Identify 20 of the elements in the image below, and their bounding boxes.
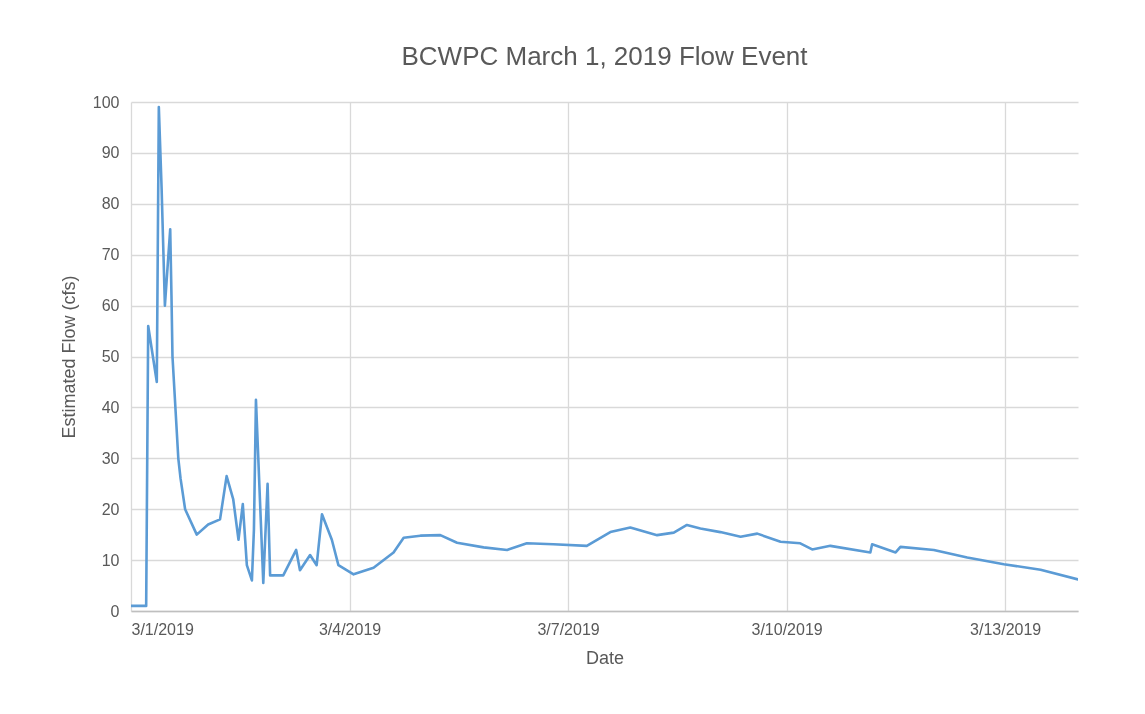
y-tick-label: 80 [101, 195, 120, 213]
y-tick-label: 0 [110, 602, 120, 620]
x-tick-label: 3/7/2019 [537, 620, 600, 638]
y-tick-label: 70 [101, 246, 120, 264]
y-axis-title: Estimated Flow (cfs) [58, 275, 79, 439]
x-axis-title: Date [585, 647, 625, 668]
line-series [131, 105, 1078, 608]
y-tick-label: 100 [92, 93, 120, 111]
x-tick-label: 3/10/2019 [751, 620, 823, 638]
y-tick-label: 60 [101, 297, 120, 315]
x-tick-label: 3/13/2019 [970, 620, 1042, 638]
x-tick-label: 3/1/2019 [131, 620, 194, 638]
y-tick-label: 90 [101, 144, 120, 162]
y-tick-label: 40 [101, 398, 120, 416]
y-tick-label: 20 [101, 500, 120, 518]
y-tick-label: 10 [101, 551, 120, 569]
chart-title: BCWPC March 1, 2019 Flow Event [401, 41, 809, 71]
y-tick-label: 30 [101, 449, 120, 467]
x-tick-label: 3/4/2019 [318, 620, 382, 638]
y-tick-label: 50 [101, 348, 120, 365]
